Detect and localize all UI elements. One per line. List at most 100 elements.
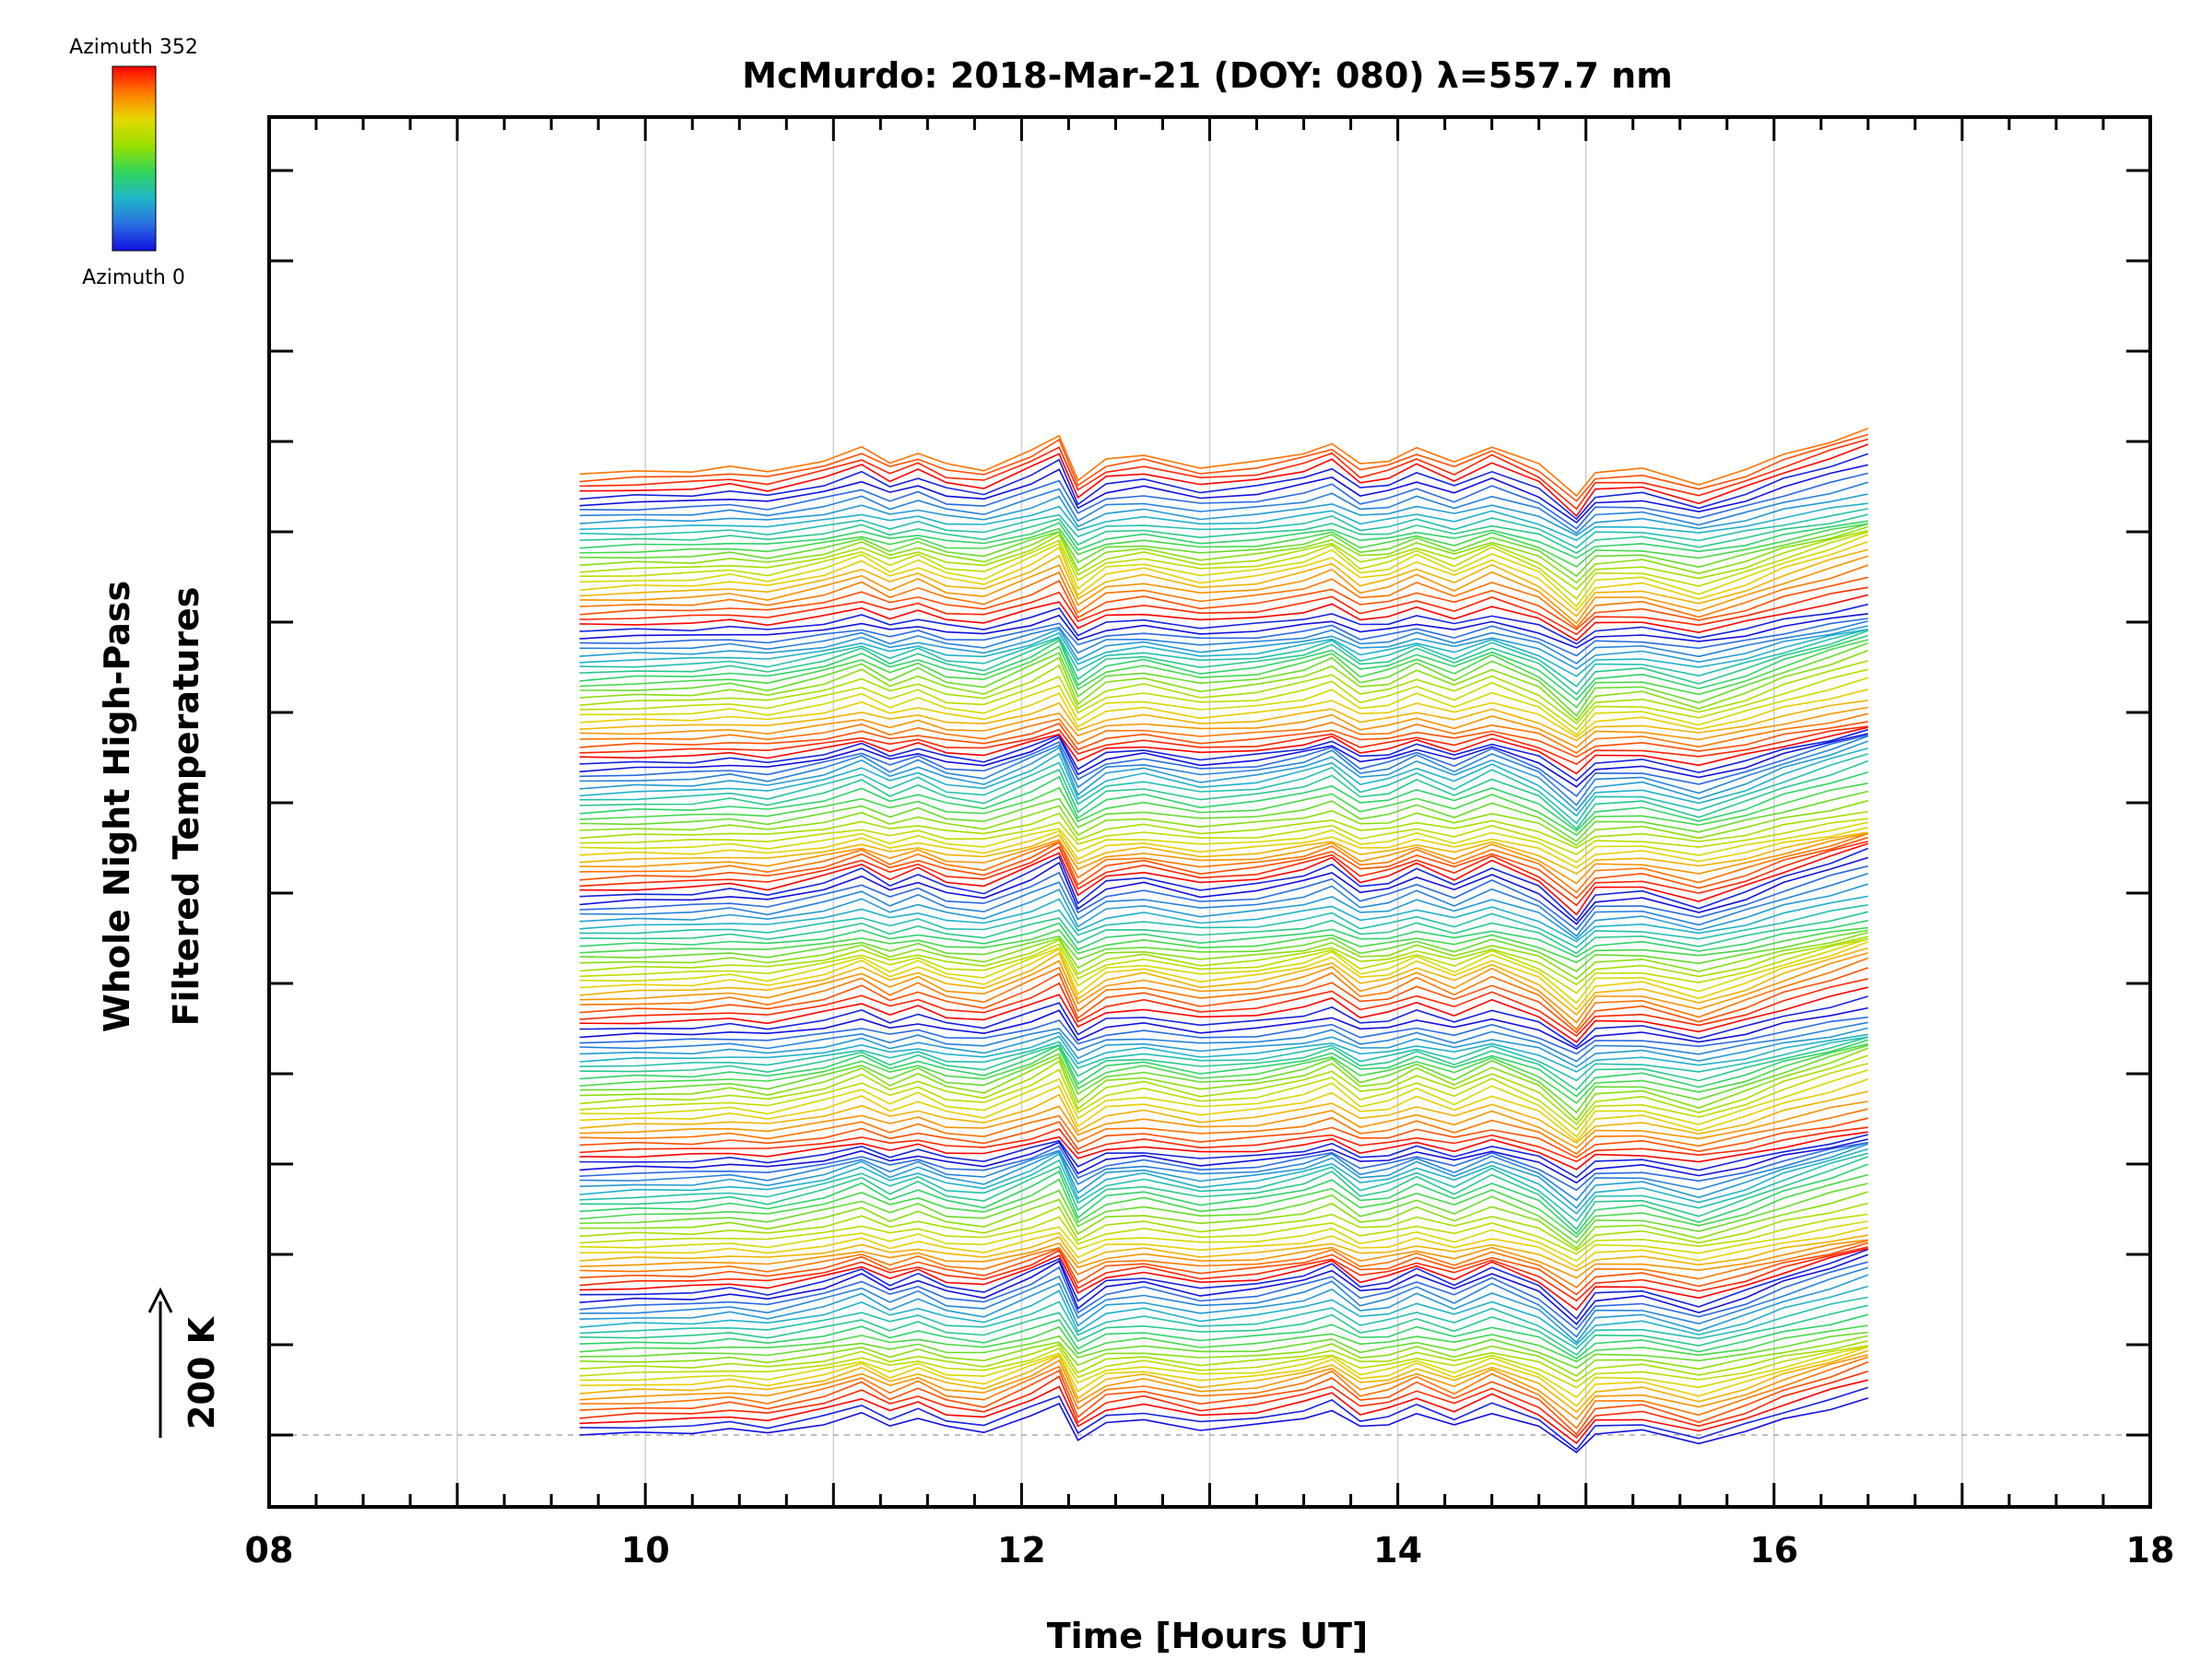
- series-line: [579, 740, 1869, 812]
- series-line: [579, 926, 1868, 964]
- series-line: [579, 618, 1868, 657]
- series-line: [579, 937, 1868, 994]
- series-line: [579, 747, 1869, 818]
- series-line: [579, 841, 1868, 907]
- series-line: [579, 625, 1868, 670]
- series-line: [579, 1173, 1869, 1239]
- series-line: [579, 1044, 1869, 1114]
- series-line: [579, 1274, 1869, 1344]
- series-line: [579, 726, 1868, 775]
- series-line: [579, 818, 1868, 855]
- series-line: [579, 1304, 1868, 1357]
- series-line: [579, 1346, 1868, 1399]
- series-line: [579, 1397, 1869, 1453]
- series-line: [579, 952, 1869, 1024]
- series-line: [579, 904, 1868, 948]
- series-line: [579, 1069, 1869, 1138]
- series-line: [579, 1100, 1868, 1149]
- series-line: [579, 1036, 1869, 1091]
- series-line: [579, 782, 1868, 837]
- series-line: [579, 920, 1868, 959]
- series-line: [579, 523, 1868, 568]
- series-line: [579, 1202, 1868, 1252]
- x-tick-label: 16: [1749, 1530, 1798, 1571]
- series-line: [579, 947, 1869, 1017]
- series-line: [579, 1191, 1869, 1250]
- series-line: [579, 827, 1868, 869]
- series-line: [579, 856, 1869, 925]
- series-line: [579, 433, 1869, 502]
- series-line: [579, 753, 1869, 825]
- series-line: [579, 1371, 1869, 1439]
- series-line: [579, 594, 1868, 641]
- series-line: [579, 525, 1869, 584]
- series-line: [579, 832, 1868, 885]
- series-line: [579, 481, 1869, 535]
- series-line: [579, 493, 1868, 536]
- series-line: [579, 629, 1868, 677]
- series-line: [579, 629, 1869, 688]
- series-line: [579, 1036, 1868, 1082]
- series-line: [579, 1006, 1868, 1050]
- series-line: [579, 821, 1868, 864]
- x-axis-label: Time [Hours UT]: [1047, 1616, 1369, 1656]
- series-line: [579, 428, 1869, 498]
- colorbar: [112, 65, 157, 252]
- series-line: [579, 847, 1869, 922]
- series-line: [579, 531, 1869, 600]
- series-line: [579, 513, 1868, 555]
- series-line: [579, 721, 1868, 759]
- series-line: [579, 712, 1868, 754]
- series-line: [579, 1141, 1869, 1202]
- series-line: [579, 613, 1868, 649]
- series-line: [579, 541, 1869, 612]
- series-line: [579, 1361, 1869, 1436]
- series-line: [579, 1226, 1868, 1268]
- grid: [269, 117, 2150, 1507]
- series-line: [579, 1027, 1868, 1068]
- series-line: [579, 649, 1869, 722]
- chart-title: McMurdo: 2018-Mar-21 (DOY: 080) λ=557.7 …: [742, 55, 1673, 96]
- series-line: [579, 728, 1869, 782]
- series-line: [579, 706, 1868, 748]
- series-line: [579, 438, 1869, 511]
- series-line: [579, 1234, 1868, 1272]
- series-line: [579, 1131, 1868, 1171]
- series-line: [579, 453, 1869, 521]
- series-line: [579, 978, 1868, 1038]
- scale-arrow-head: [147, 1287, 173, 1313]
- series-line: [579, 620, 1868, 665]
- series-line: [579, 1324, 1868, 1363]
- x-tick-label: 12: [997, 1530, 1046, 1571]
- series-line: [579, 883, 1869, 940]
- series-line: [579, 1156, 1869, 1231]
- series-line: [579, 668, 1868, 731]
- series-line: [579, 911, 1868, 955]
- series-line: [579, 1356, 1869, 1430]
- series-line: [579, 1047, 1869, 1122]
- series-line: [579, 771, 1869, 832]
- series-line: [579, 634, 1869, 701]
- series-line: [579, 929, 1868, 972]
- series-line: [579, 836, 1869, 900]
- series-line: [579, 1335, 1868, 1377]
- series-line: [579, 1147, 1869, 1215]
- series-line: [579, 472, 1868, 530]
- series-line: [579, 937, 1869, 1005]
- y-axis-label-line1: Whole Night High-Pass: [97, 581, 137, 1032]
- series-line: [579, 529, 1868, 591]
- series-line: [579, 1021, 1868, 1063]
- series-line: [579, 1042, 1868, 1104]
- series-line: [579, 641, 1869, 717]
- x-tick-label: 10: [621, 1530, 670, 1571]
- series-line: [579, 865, 1868, 931]
- series-line: [579, 735, 1869, 806]
- series-line: [579, 986, 1868, 1043]
- series-line: [579, 842, 1869, 916]
- series-line: [579, 1285, 1869, 1346]
- series-line: [579, 831, 1868, 875]
- series-line: [579, 1354, 1868, 1420]
- x-tick-label: 18: [2126, 1530, 2175, 1571]
- series-line: [579, 700, 1868, 742]
- series-line: [579, 1340, 1868, 1382]
